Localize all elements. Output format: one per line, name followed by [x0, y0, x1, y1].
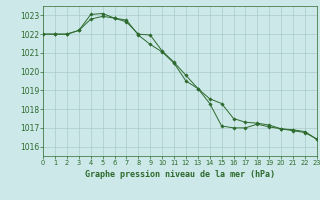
- X-axis label: Graphe pression niveau de la mer (hPa): Graphe pression niveau de la mer (hPa): [85, 170, 275, 179]
